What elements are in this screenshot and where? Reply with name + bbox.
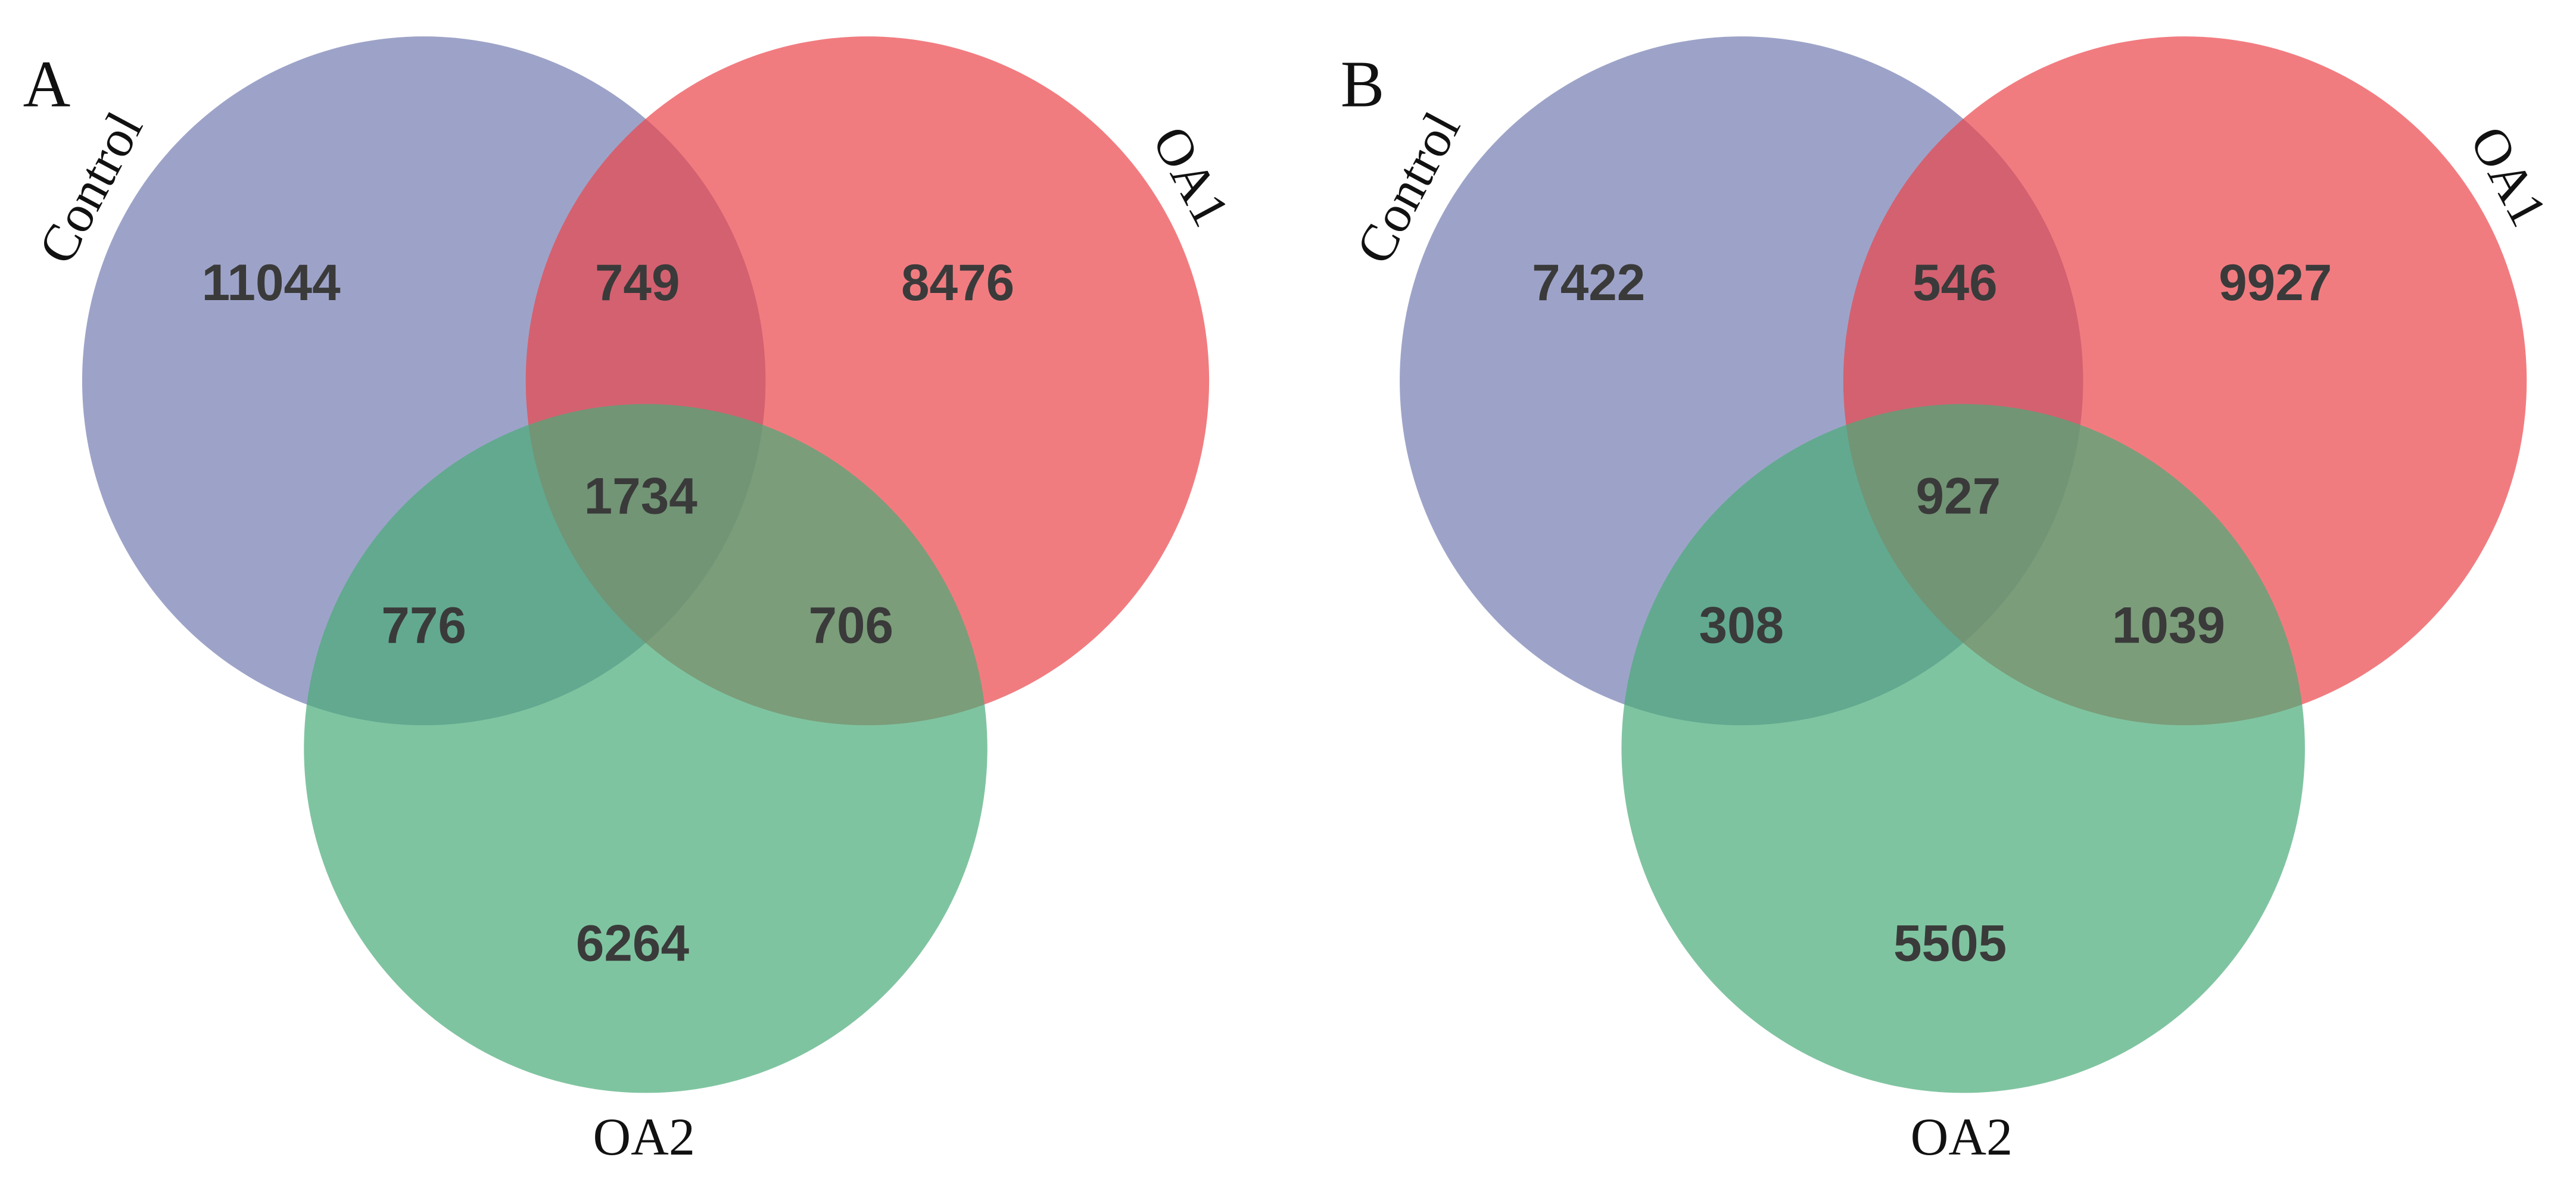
region-count: 8476 bbox=[901, 254, 1014, 311]
region-count: 927 bbox=[1916, 467, 2001, 525]
region-count: 1734 bbox=[584, 467, 697, 525]
set-circle bbox=[1621, 404, 2305, 1093]
region-count: 776 bbox=[381, 597, 466, 654]
region-count: 7422 bbox=[1532, 254, 1645, 311]
set-label: OA2 bbox=[593, 1108, 695, 1166]
region-count: 749 bbox=[595, 254, 680, 311]
region-count: 706 bbox=[808, 597, 893, 654]
region-count: 546 bbox=[1912, 254, 1998, 311]
set-label: OA2 bbox=[1911, 1108, 2013, 1166]
region-count: 1039 bbox=[2112, 597, 2225, 654]
region-count: 5505 bbox=[1893, 915, 2007, 972]
region-count: 11044 bbox=[202, 254, 341, 311]
set-circle bbox=[304, 404, 988, 1093]
region-count: 6264 bbox=[576, 915, 689, 972]
region-count: 9927 bbox=[2219, 254, 2332, 311]
region-count: 308 bbox=[1699, 597, 1784, 654]
panel-label: A bbox=[23, 47, 71, 121]
panel-label: B bbox=[1341, 47, 1385, 121]
